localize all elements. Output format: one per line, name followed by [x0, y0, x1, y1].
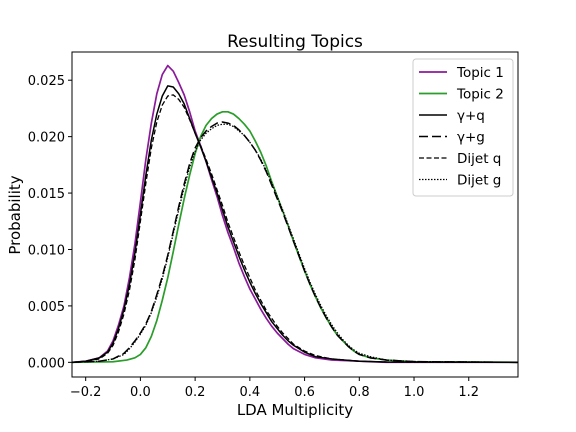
x-tick-label: 0.6 — [294, 385, 315, 400]
x-axis-ticks: −0.2 0.0 0.2 0.4 0.6 0.8 1.0 1.2 — [70, 377, 479, 400]
x-tick-label: 0.0 — [130, 385, 151, 400]
y-tick-label: 0.005 — [28, 300, 65, 315]
legend-label: Topic 1 — [456, 65, 504, 81]
chart-title: Resulting Topics — [227, 32, 363, 52]
y-tick-label: 0.025 — [28, 74, 65, 89]
x-tick-label: 1.2 — [458, 385, 479, 400]
legend-label: γ+q — [457, 108, 485, 124]
series-line-6 — [71, 123, 519, 363]
series-layer — [71, 64, 519, 364]
x-tick-label: −0.2 — [70, 385, 102, 400]
y-tick-label: 0.020 — [28, 131, 65, 146]
x-tick-label: 0.4 — [240, 385, 261, 400]
legend-label: Dijet q — [457, 151, 501, 167]
legend-label: Dijet g — [457, 173, 501, 189]
x-axis-label: LDA Multiplicity — [237, 401, 353, 419]
y-axis-label: Probability — [6, 175, 24, 254]
y-tick-label: 0.010 — [28, 243, 65, 258]
y-axis-ticks: 0.000 0.005 0.010 0.015 0.020 0.025 — [28, 74, 72, 371]
legend-label: γ+g — [457, 130, 485, 146]
legend: Topic 1 Topic 2 γ+q γ+g Dijet q Dijet g — [412, 58, 514, 197]
series-line-5 — [71, 94, 519, 363]
x-tick-label: 0.2 — [185, 385, 206, 400]
x-tick-label: 1.0 — [404, 385, 425, 400]
legend-label: Topic 2 — [456, 87, 504, 103]
x-tick-label: 0.8 — [349, 385, 370, 400]
y-tick-label: 0.000 — [28, 356, 65, 371]
y-tick-label: 0.015 — [28, 187, 65, 202]
series-line-3 — [71, 85, 519, 364]
